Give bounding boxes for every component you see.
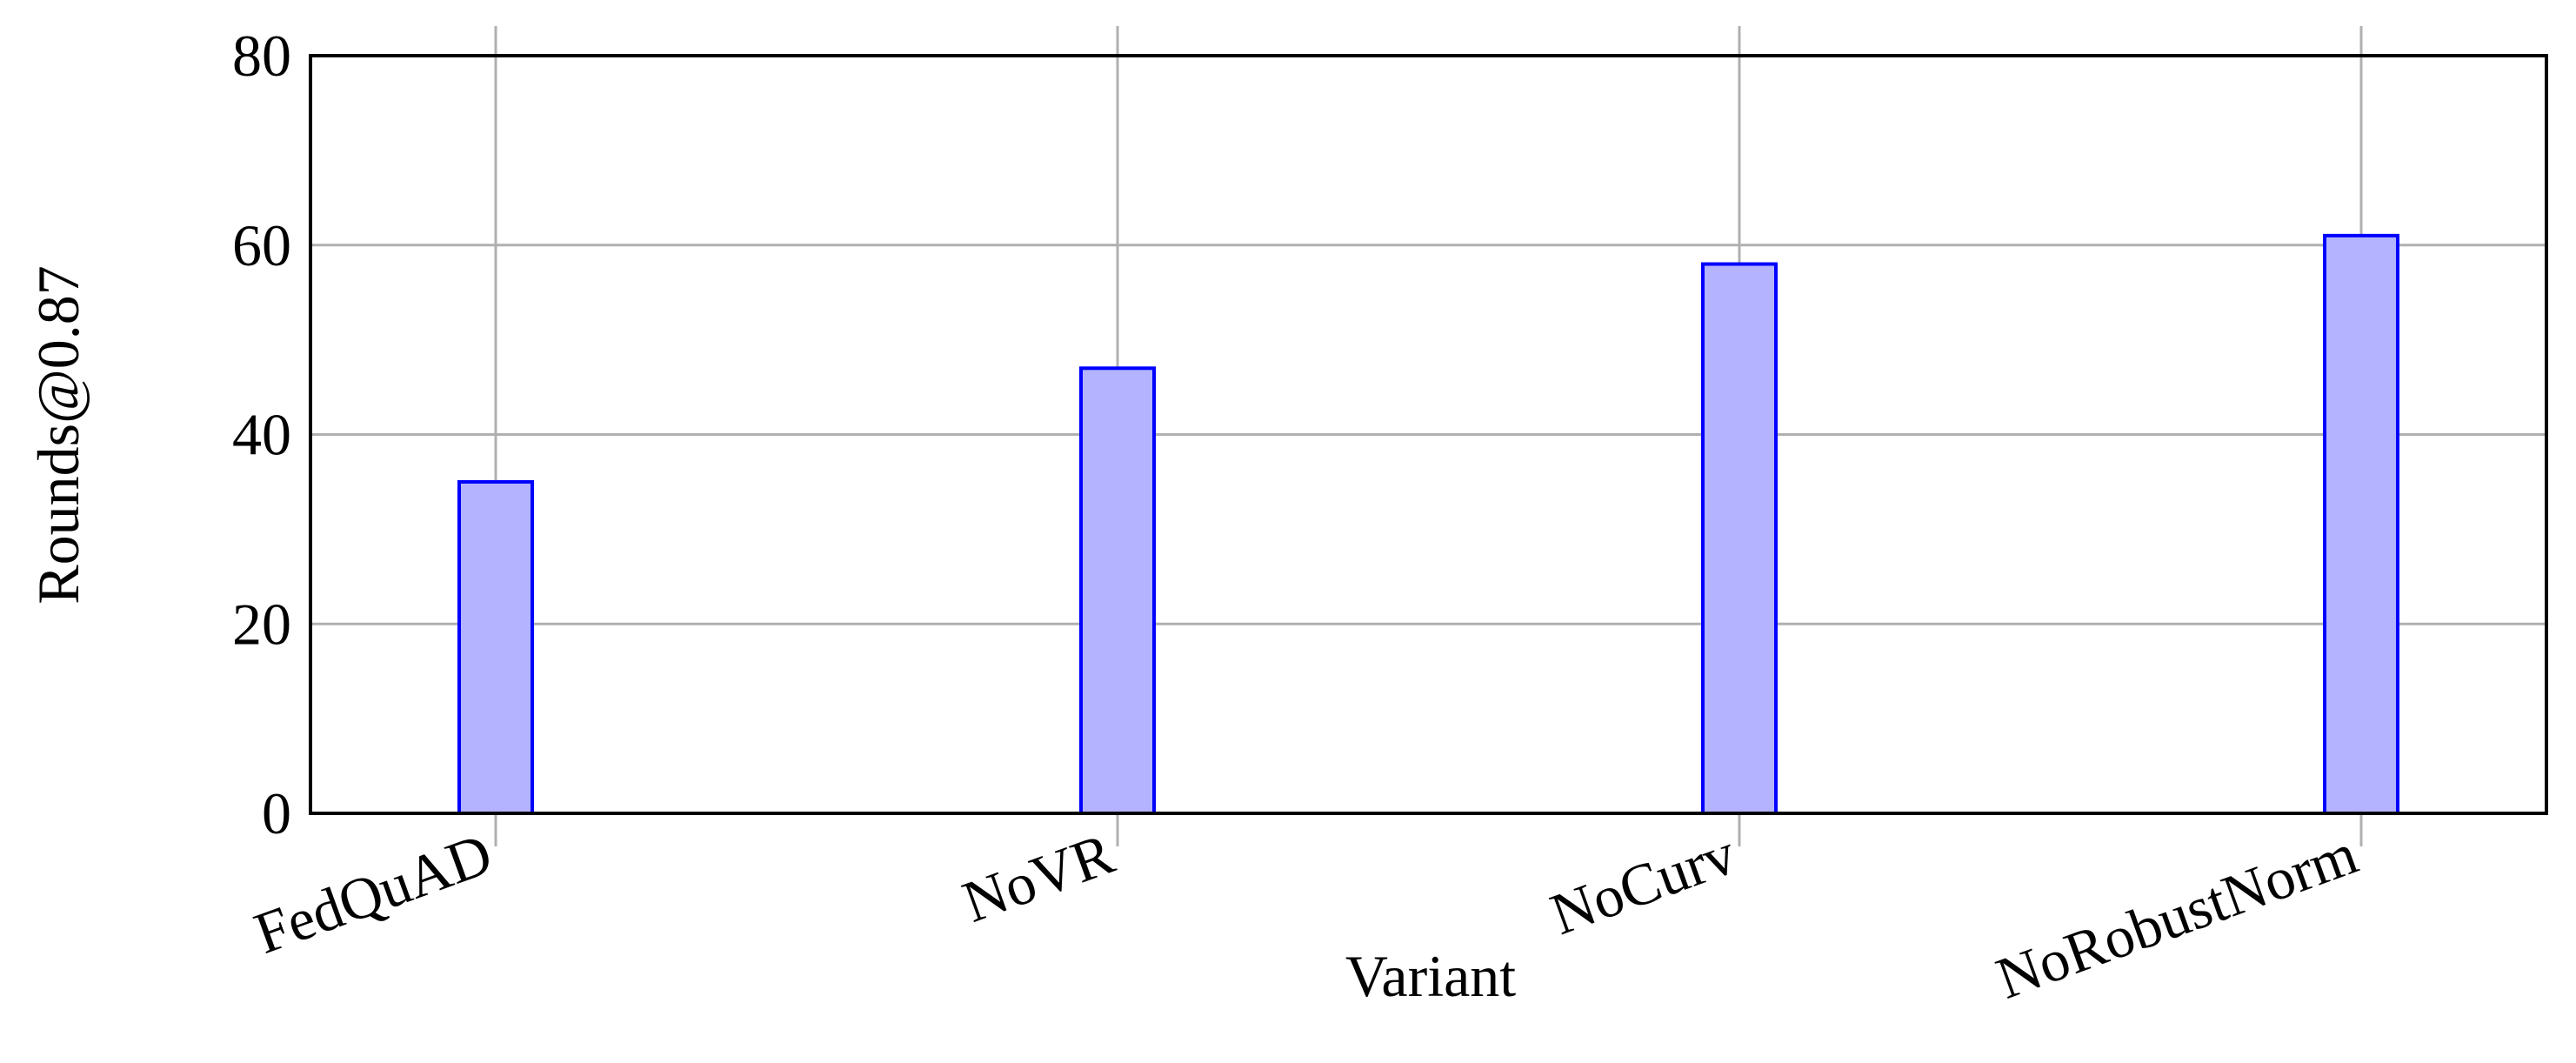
x-tick-label: NoRobustNorm (1988, 820, 2366, 1012)
y-axis-label: Rounds@0.87 (25, 265, 91, 604)
y-tick-label: 0 (262, 780, 291, 846)
plot-frame (309, 54, 2548, 815)
bar (1079, 366, 1156, 815)
x-tick-label: NoCurv (1542, 820, 1744, 947)
x-tick-label: NoVR (954, 819, 1122, 934)
x-axis-label: Variant (1345, 943, 1516, 1009)
y-tick-label: 20 (232, 591, 291, 657)
y-tick-label: 80 (232, 23, 291, 89)
bar (457, 479, 534, 815)
bar (2323, 233, 2399, 815)
y-tick-label: 40 (232, 402, 291, 468)
bar (1701, 262, 1778, 815)
y-tick-label: 60 (232, 212, 291, 278)
